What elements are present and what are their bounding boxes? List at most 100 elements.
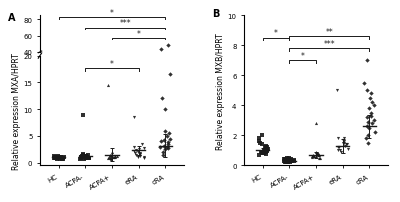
Point (104, 157, 111, 160)
Point (263, 153, 269, 156)
Point (256, 154, 262, 157)
Point (341, 137, 348, 140)
Point (136, 151, 143, 155)
Point (166, 70, 173, 73)
Point (85, 83, 92, 86)
Point (163, 146, 170, 149)
Point (80, 153, 87, 157)
Point (140, 146, 147, 150)
Text: B: B (212, 9, 220, 19)
Point (160, 82, 166, 85)
Point (133, 153, 140, 157)
Point (364, 125, 370, 128)
Point (139, 143, 146, 146)
Point (282, 158, 288, 161)
Point (335, 149, 341, 152)
Point (80, 154, 86, 158)
Point (140, 156, 147, 159)
Point (133, 81, 140, 85)
Point (110, 156, 116, 159)
Point (51, 82, 57, 86)
Point (108, 82, 114, 85)
Point (366, 127, 372, 130)
Point (288, 158, 294, 161)
Point (313, 155, 319, 158)
Point (166, 73, 173, 77)
Point (130, 116, 137, 119)
Point (50, 83, 57, 86)
Point (310, 155, 317, 158)
Point (260, 152, 267, 155)
Point (133, 82, 140, 85)
Point (166, 79, 172, 82)
Point (112, 156, 119, 159)
Point (161, 81, 168, 84)
Point (286, 158, 292, 161)
Point (135, 82, 141, 85)
Point (282, 161, 288, 164)
Point (160, 82, 166, 85)
Point (283, 158, 289, 162)
Y-axis label: Relative expression MXA/HPRT: Relative expression MXA/HPRT (12, 53, 20, 169)
Point (344, 148, 351, 151)
Point (165, 141, 172, 144)
Point (51, 155, 57, 158)
Point (83, 82, 90, 86)
Point (284, 161, 291, 164)
Point (84, 82, 91, 85)
Point (56, 156, 63, 159)
Point (79, 113, 86, 117)
Point (54, 157, 60, 160)
Point (108, 83, 115, 86)
Point (139, 81, 146, 84)
Point (78, 157, 84, 160)
Text: *: * (274, 29, 278, 38)
Point (56, 158, 63, 161)
Point (84, 154, 91, 157)
Point (56, 157, 62, 160)
Point (282, 160, 288, 163)
Point (263, 150, 270, 154)
Point (161, 79, 168, 82)
Point (368, 92, 375, 96)
Point (163, 81, 170, 84)
Point (107, 83, 114, 86)
Point (80, 82, 87, 85)
Y-axis label: Relative expression MXB/HPRT: Relative expression MXB/HPRT (216, 33, 225, 149)
Point (365, 134, 371, 137)
Point (140, 81, 147, 84)
Point (157, 81, 164, 84)
Point (104, 83, 111, 86)
Point (107, 82, 114, 85)
Point (109, 82, 115, 85)
Point (80, 82, 86, 85)
Point (52, 156, 59, 159)
Point (364, 121, 371, 124)
Point (140, 83, 147, 86)
Point (259, 151, 265, 155)
Point (60, 83, 67, 86)
Point (313, 122, 319, 125)
Point (290, 159, 297, 162)
Point (283, 161, 290, 164)
Point (131, 82, 138, 85)
Point (342, 145, 348, 148)
Point (52, 156, 58, 159)
Point (340, 142, 347, 145)
Point (86, 83, 92, 86)
Point (106, 156, 112, 159)
Point (56, 83, 63, 86)
Point (52, 83, 58, 86)
Point (160, 151, 166, 154)
Point (52, 83, 58, 86)
Point (364, 116, 370, 119)
Point (111, 82, 118, 86)
Point (165, 81, 171, 84)
Point (77, 158, 84, 161)
Point (55, 155, 61, 158)
Point (314, 152, 320, 155)
Point (162, 108, 168, 111)
Point (316, 154, 322, 157)
Point (342, 143, 349, 146)
Point (340, 139, 346, 142)
